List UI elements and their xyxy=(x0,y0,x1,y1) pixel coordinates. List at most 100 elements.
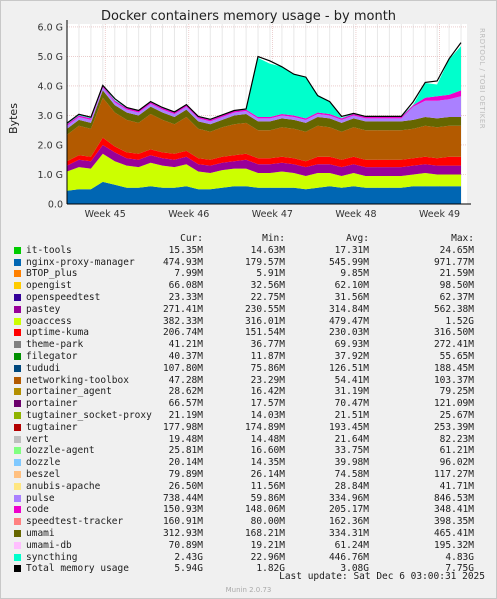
legend-cur: 66.08M xyxy=(168,280,203,292)
legend-swatch xyxy=(14,400,21,408)
legend-swatch xyxy=(14,447,21,455)
legend-name: opengist xyxy=(26,280,72,292)
legend-max: 55.65M xyxy=(439,350,474,362)
legend-max: 465.41M xyxy=(433,527,474,539)
legend-swatch xyxy=(14,482,21,490)
legend-min: 14.03M xyxy=(250,409,285,421)
legend-max: 4.83G xyxy=(445,551,474,563)
total-line-group xyxy=(66,42,462,124)
legend-avg: 54.41M xyxy=(334,374,369,386)
legend-max: 195.32M xyxy=(433,539,474,551)
legend-avg: 446.76M xyxy=(328,551,369,563)
legend-swatch xyxy=(14,305,21,313)
y-tick-label: 2.0 G xyxy=(38,140,64,151)
legend-name: tududi xyxy=(26,362,61,374)
legend-min: 168.21M xyxy=(244,527,285,539)
y-tick-label: 6.0 G xyxy=(38,22,64,33)
legend-cur: 23.33M xyxy=(168,291,203,303)
legend-name: dozzle-agent xyxy=(26,445,95,457)
x-tick-labels: Week 45 Week 46 Week 47 Week 48 Week 49 xyxy=(85,209,460,220)
legend-avg: 61.24M xyxy=(334,539,369,551)
header-min: Min: xyxy=(262,233,285,244)
legend-row: anubis-apache 26.50M 11.56M 28.84M 41.71M xyxy=(12,481,492,493)
legend-min: 316.01M xyxy=(244,315,285,327)
legend-min: 16.60M xyxy=(250,445,285,457)
legend-swatch xyxy=(14,553,21,561)
legend-name: dozzle xyxy=(26,457,61,469)
legend-header: Cur: Min: Avg: Max: xyxy=(12,233,492,245)
area-pulse xyxy=(67,87,461,129)
legend-cur: 41.21M xyxy=(168,339,203,351)
legend-max: 7.75G xyxy=(445,563,474,575)
area-goaccess xyxy=(67,153,461,191)
legend-max: 21.59M xyxy=(439,268,474,280)
header-cur: Cur: xyxy=(180,233,203,244)
legend-avg: 31.56M xyxy=(334,291,369,303)
legend-name: openspeedtest xyxy=(26,291,101,303)
legend-cur: 5.94G xyxy=(174,563,203,575)
legend-avg: 21.51M xyxy=(334,409,369,421)
legend-max: 253.39M xyxy=(433,421,474,433)
legend-swatch xyxy=(14,459,21,467)
area-uptime-kuma xyxy=(67,137,461,168)
legend-swatch xyxy=(14,388,21,396)
legend-min: 148.06M xyxy=(244,504,285,516)
legend-max: 25.67M xyxy=(439,409,474,421)
legend-row: vert 19.48M 14.48M 21.64M 82.23M xyxy=(12,434,492,446)
legend-min: 22.96M xyxy=(250,551,285,563)
legend-swatch xyxy=(14,529,21,537)
legend-cur: 474.93M xyxy=(162,256,203,268)
legend-row: pulse 738.44M 59.86M 334.96M 846.53M xyxy=(12,493,492,505)
x-tick-label: Week 48 xyxy=(335,209,376,220)
y-tick-label: 5.0 G xyxy=(38,52,64,63)
legend-row: dozzle-agent 25.81M 16.60M 33.75M 61.21M xyxy=(12,445,492,457)
legend-min: 16.42M xyxy=(250,386,285,398)
legend-max: 1.52G xyxy=(445,315,474,327)
chart-title: Docker containers memory usage - by mont… xyxy=(100,9,397,24)
legend-row: filegator 40.37M 11.87M 37.92M 55.65M xyxy=(12,351,492,363)
legend-row: tududi 107.80M 75.86M 126.51M 188.45M xyxy=(12,363,492,375)
legend-min: 151.54M xyxy=(244,327,285,339)
legend-name: uptime-kuma xyxy=(26,327,89,339)
legend-cur: 206.74M xyxy=(162,327,203,339)
legend-cur: 79.89M xyxy=(168,468,203,480)
legend-swatch xyxy=(14,506,21,514)
area-syncthing xyxy=(67,46,461,125)
axes xyxy=(66,20,471,205)
legend-min: 11.87M xyxy=(250,350,285,362)
legend-swatch xyxy=(14,494,21,502)
legend-name: speedtest-tracker xyxy=(26,516,124,528)
legend-row: goaccess 382.33M 316.01M 479.47M 1.52G xyxy=(12,316,492,328)
legend-cur: 160.91M xyxy=(162,516,203,528)
y-tick-labels: 0.0 1.0 G 2.0 G 3.0 G 4.0 G 5.0 G 6.0 G xyxy=(38,22,64,210)
legend-max: 61.21M xyxy=(439,445,474,457)
legend-swatch xyxy=(14,329,21,337)
legend-avg: 74.58M xyxy=(334,468,369,480)
legend-row: dozzle 20.14M 14.35M 39.98M 96.02M xyxy=(12,457,492,469)
legend-max: 121.09M xyxy=(433,398,474,410)
legend-name: beszel xyxy=(26,468,61,480)
legend-avg: 39.98M xyxy=(334,457,369,469)
legend-max: 41.71M xyxy=(439,480,474,492)
legend-cur: 150.93M xyxy=(162,504,203,516)
legend-cur: 2.43G xyxy=(174,551,203,563)
legend-row: code 150.93M 148.06M 205.17M 348.41M xyxy=(12,504,492,516)
legend-name: portainer xyxy=(26,398,78,410)
legend-avg: 334.31M xyxy=(328,527,369,539)
legend-swatch xyxy=(14,317,21,325)
legend-min: 1.82G xyxy=(256,563,285,575)
legend-avg: 126.51M xyxy=(328,362,369,374)
legend-max: 103.37M xyxy=(433,374,474,386)
legend-name: BTOP_plus xyxy=(26,268,78,280)
legend-cur: 66.57M xyxy=(168,398,203,410)
legend-cur: 312.93M xyxy=(162,527,203,539)
legend-max: 272.41M xyxy=(433,339,474,351)
legend-max: 188.45M xyxy=(433,362,474,374)
legend-row: umami 312.93M 168.21M 334.31M 465.41M xyxy=(12,528,492,540)
legend-row: openspeedtest 23.33M 22.75M 31.56M 62.37M xyxy=(12,292,492,304)
legend-min: 80.00M xyxy=(250,516,285,528)
legend-swatch xyxy=(14,411,21,419)
legend-row: Total memory usage 5.94G 1.82G 3.08G 7.75G xyxy=(12,563,492,575)
legend-min: 14.48M xyxy=(250,433,285,445)
legend-name: it-tools xyxy=(26,244,72,256)
